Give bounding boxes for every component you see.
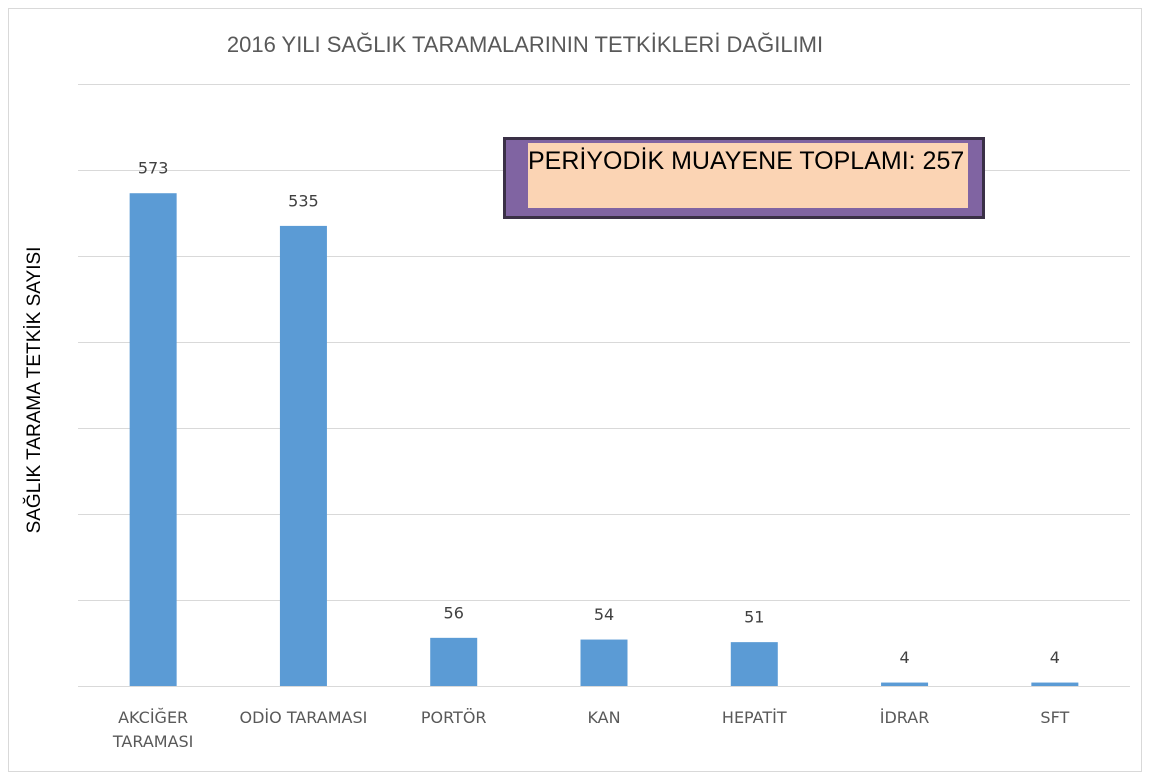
- data-label: 54: [594, 605, 614, 624]
- bar: [1031, 682, 1079, 686]
- bar: [279, 225, 327, 686]
- data-label: 4: [1050, 648, 1060, 667]
- bar: [881, 682, 929, 686]
- x-tick-label: PORTÖR: [420, 708, 487, 727]
- bar: [580, 639, 628, 686]
- annotation-box: PERİYODİK MUAYENE TOPLAMI: 257: [503, 137, 985, 219]
- bar: [430, 637, 478, 686]
- data-label: 535: [288, 191, 319, 210]
- x-tick-label: KAN: [587, 708, 621, 727]
- y-axis-title: SAĞLIK TARAMA TETKİK SAYISI: [23, 247, 45, 534]
- data-label: 4: [899, 648, 909, 667]
- x-tick-label: ODİO TARAMASI: [239, 708, 368, 727]
- x-tick-label: İDRAR: [879, 708, 930, 727]
- chart-border: [8, 8, 1142, 772]
- x-tick-label: SFT: [1040, 708, 1070, 727]
- annotation: PERİYODİK MUAYENE TOPLAMI: 257: [528, 143, 968, 208]
- bar: [730, 642, 778, 686]
- data-label: 56: [444, 603, 464, 622]
- x-tick-label: HEPATİT: [721, 708, 787, 727]
- x-tick-label: AKCİĞER TARAMASI: [112, 708, 194, 751]
- data-label: 573: [138, 159, 169, 178]
- chart-title: 2016 YILI SAĞLIK TARAMALARININ TETKİKLER…: [227, 32, 823, 57]
- data-label: 51: [744, 608, 764, 627]
- bar: [129, 193, 177, 686]
